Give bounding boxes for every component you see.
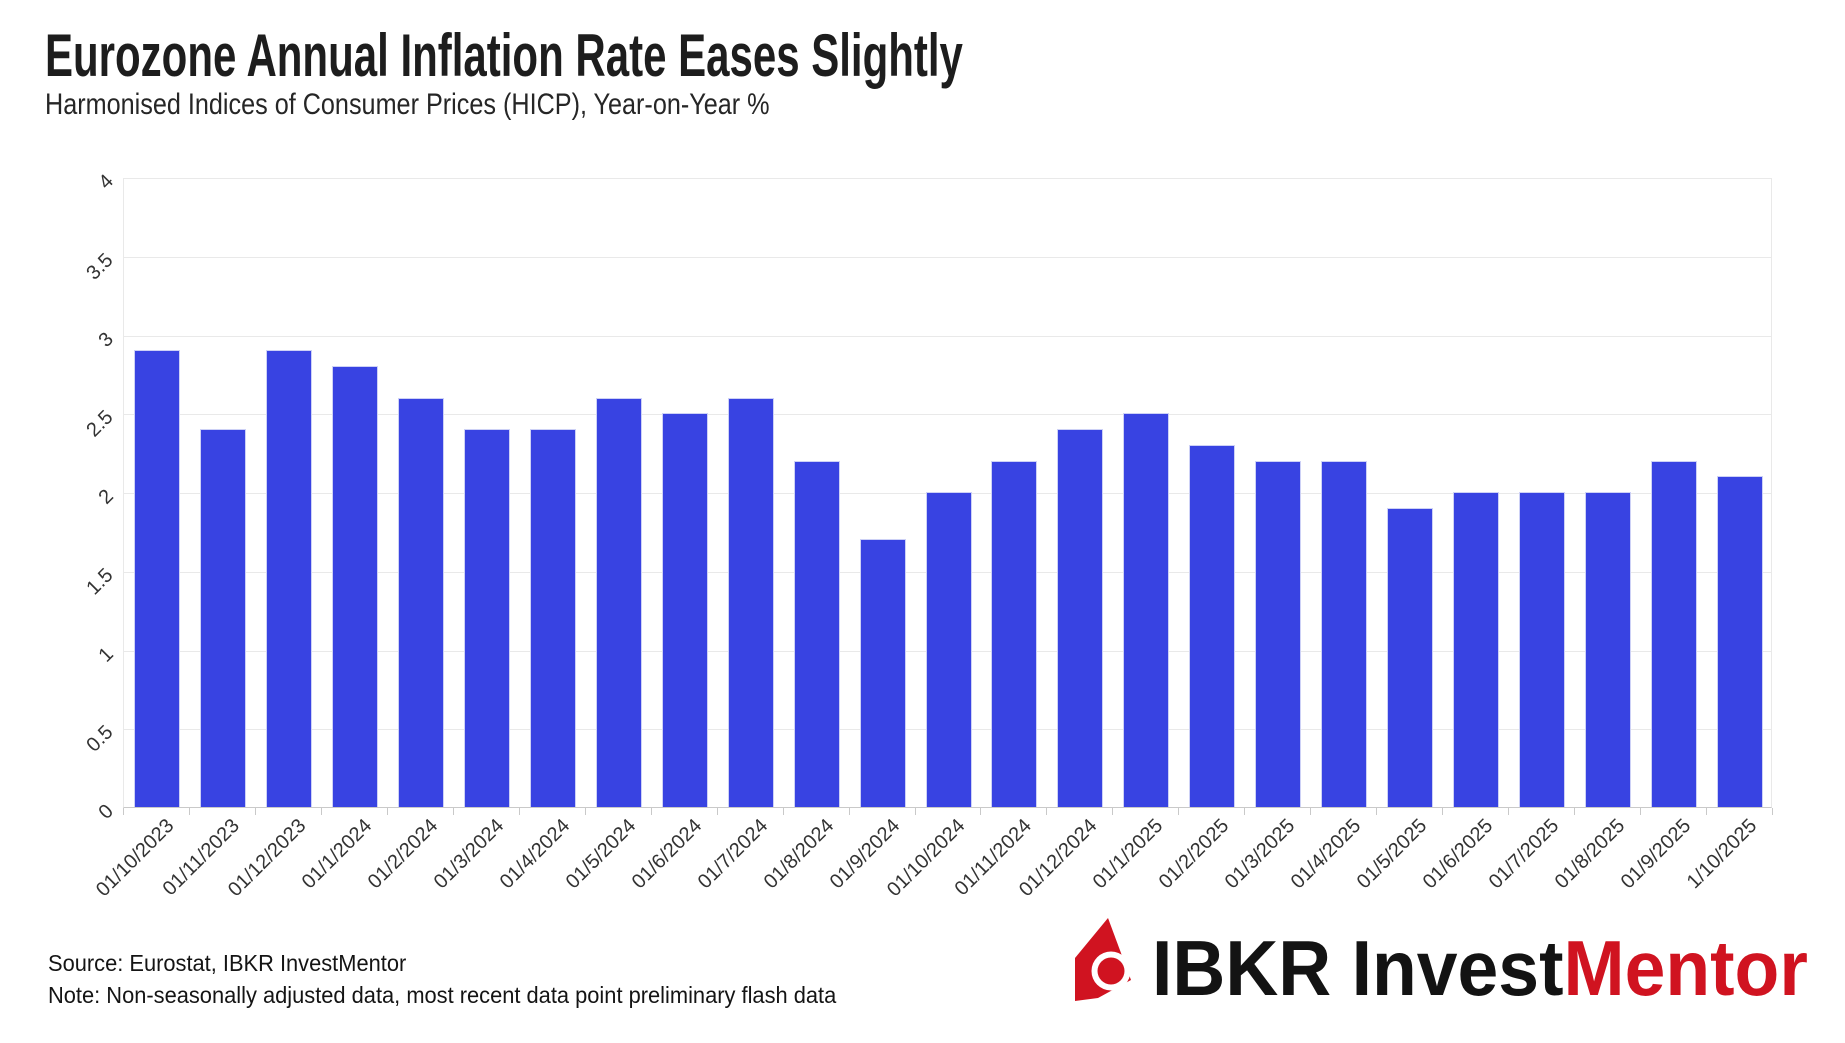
plot-area — [123, 178, 1772, 808]
x-axis-tick — [1508, 808, 1510, 815]
x-axis-tick-label: 01/4/2025 — [1287, 814, 1366, 894]
x-axis-tick-label: 01/2/2024 — [363, 814, 443, 894]
page-title: Eurozone Annual Inflation Rate Eases Sli… — [45, 22, 963, 89]
gridline-y-3 — [124, 335, 1771, 337]
x-axis-tick-label: 01/8/2024 — [759, 814, 838, 894]
x-axis-tick — [1310, 808, 1312, 815]
page-subtitle: Harmonised Indices of Consumer Prices (H… — [45, 88, 770, 121]
bar-01/10/2024 — [925, 492, 972, 807]
x-axis-tick — [320, 808, 322, 815]
bar-01/9/2024 — [859, 539, 906, 807]
methodology-note: Note: Non-seasonally adjusted data, most… — [48, 982, 837, 1008]
x-axis-tick-label: 01/9/2025 — [1616, 814, 1696, 894]
bar-01/9/2025 — [1651, 460, 1698, 807]
y-axis-tick-label: 0.5 — [82, 721, 118, 757]
bar-01/11/2023 — [199, 429, 246, 807]
bar-01/4/2025 — [1321, 460, 1368, 807]
bar-01/11/2024 — [991, 460, 1038, 807]
x-axis-tick-label: 01/5/2024 — [561, 814, 640, 894]
x-axis-tick — [914, 808, 916, 815]
y-axis-tick-label: 0 — [94, 800, 118, 824]
x-axis-tick-label: 01/3/2024 — [429, 814, 509, 894]
bar-01/2/2025 — [1189, 444, 1236, 807]
y-axis-tick-label: 4 — [94, 170, 118, 194]
y-axis-tick-label: 1 — [94, 642, 118, 667]
x-axis-tick-label: 01/3/2025 — [1221, 814, 1300, 894]
bar-01/7/2025 — [1519, 492, 1566, 807]
x-axis-tick — [188, 808, 190, 815]
bar-01/1/2025 — [1123, 413, 1170, 807]
x-axis-tick-label: 01/6/2025 — [1418, 814, 1498, 894]
x-axis-tick — [1574, 808, 1576, 815]
y-axis-tick-label: 3.5 — [82, 248, 118, 285]
ibkr-logo-mark-icon — [1075, 918, 1131, 1001]
bar-01/8/2024 — [793, 460, 840, 807]
bar-01/4/2024 — [529, 429, 576, 807]
x-axis-tick-label: 1/10/2025 — [1682, 814, 1762, 894]
x-axis-tick-label: 01/7/2025 — [1484, 814, 1564, 894]
bar-01/7/2024 — [727, 397, 774, 807]
x-axis-tick — [716, 808, 718, 815]
x-axis-tick — [584, 808, 586, 815]
x-axis-tick-label: 01/1/2025 — [1089, 814, 1168, 894]
x-axis-tick — [254, 808, 256, 815]
bar-01/6/2024 — [661, 413, 708, 807]
bar-01/1/2024 — [331, 366, 378, 807]
bar-01/12/2023 — [265, 350, 312, 807]
x-axis-tick — [518, 808, 520, 815]
bar-1/10/2025 — [1717, 476, 1764, 807]
x-axis-tick — [1178, 808, 1180, 815]
x-axis-tick — [1046, 808, 1048, 815]
y-axis-tick-label: 1.5 — [82, 563, 118, 600]
y-axis-tick-label: 3 — [94, 327, 118, 352]
x-axis-tick — [386, 808, 388, 815]
x-axis-tick — [980, 808, 982, 815]
y-axis-tick-label: 2.5 — [82, 406, 118, 442]
y-axis-tick-label: 2 — [94, 485, 118, 509]
logo-text-black: IBKR Invest — [1152, 924, 1564, 1012]
gridline-y-2.5 — [124, 414, 1771, 416]
x-axis-tick-label: 01/6/2024 — [627, 814, 706, 894]
x-axis-tick-label: 01/4/2024 — [495, 814, 575, 894]
bar-01/12/2024 — [1057, 429, 1104, 807]
x-axis-tick — [848, 808, 850, 815]
x-axis-tick-label: 01/2/2025 — [1155, 814, 1234, 894]
x-axis-tick — [1376, 808, 1378, 815]
x-axis-tick — [1640, 808, 1642, 815]
x-axis-tick-label: 01/7/2024 — [693, 814, 772, 894]
ibkr-investmentor-logo: IBKR InvestMentor — [1152, 929, 1808, 1007]
x-axis-tick — [1244, 808, 1246, 815]
x-axis-tick-label: 01/8/2025 — [1550, 814, 1630, 894]
logo-text-red: Mentor — [1563, 924, 1808, 1012]
x-axis-tick-label: 01/5/2025 — [1353, 814, 1432, 894]
x-axis-tick — [1112, 808, 1114, 815]
bar-01/2/2024 — [397, 397, 444, 807]
x-axis-tick — [452, 808, 454, 815]
x-axis-tick — [1772, 808, 1773, 815]
x-axis-tick — [1706, 808, 1708, 815]
bar-01/5/2025 — [1387, 507, 1434, 807]
source-note: Source: Eurostat, IBKR InvestMentor — [48, 950, 407, 976]
x-axis-tick — [650, 808, 652, 815]
x-axis-tick — [123, 808, 124, 815]
bar-01/8/2025 — [1585, 492, 1632, 807]
x-axis-tick — [782, 808, 784, 815]
bar-01/3/2024 — [463, 429, 510, 807]
x-axis-tick — [1442, 808, 1444, 815]
x-axis-tick-label: 01/1/2024 — [297, 814, 377, 894]
bar-01/3/2025 — [1255, 460, 1302, 807]
bar-01/6/2025 — [1453, 492, 1500, 807]
gridline-y-3.5 — [124, 256, 1771, 258]
bar-01/5/2024 — [595, 397, 642, 807]
bar-01/10/2023 — [133, 350, 180, 807]
